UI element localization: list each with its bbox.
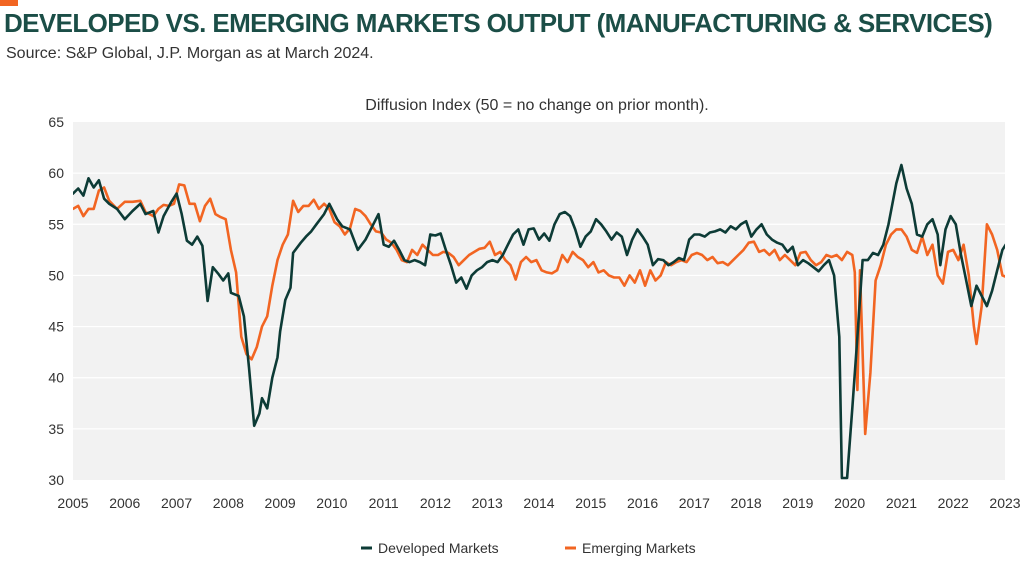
x-tick-label: 2015	[575, 495, 606, 511]
x-tick-label: 2006	[109, 495, 140, 511]
accent-bar	[0, 0, 18, 6]
y-tick-label: 35	[48, 421, 64, 437]
plot-area	[73, 122, 1005, 480]
x-tick-label: 2014	[523, 495, 554, 511]
series-layer	[73, 163, 1005, 480]
series-line-emerging-markets	[73, 183, 1005, 436]
x-tick-label: 2005	[57, 495, 88, 511]
legend-label: Emerging Markets	[582, 540, 696, 556]
x-tick-label: 2023	[989, 495, 1020, 511]
x-tick-label: 2010	[316, 495, 347, 511]
y-tick-label: 50	[48, 267, 64, 283]
y-tick-label: 55	[48, 216, 64, 232]
x-tick-label: 2022	[938, 495, 969, 511]
x-tick-label: 2011	[369, 495, 399, 511]
x-tick-label: 2016	[627, 495, 658, 511]
x-tick-label: 2012	[420, 495, 451, 511]
x-tick-label: 2020	[834, 495, 865, 511]
x-tick-label: 2008	[213, 495, 244, 511]
chart-subtitle: Diffusion Index (50 = no change on prior…	[365, 97, 708, 114]
legend-label: Developed Markets	[378, 540, 499, 556]
chart: Diffusion Index (50 = no change on prior…	[48, 97, 1020, 556]
x-tick-label: 2009	[265, 495, 296, 511]
series-line-developed-markets	[73, 163, 1005, 480]
y-tick-label: 30	[48, 472, 64, 488]
x-tick-label: 2021	[886, 495, 917, 511]
x-tick-label: 2018	[731, 495, 762, 511]
y-tick-label: 60	[48, 165, 64, 181]
y-axis: 30 35 40 45 50 55 60 65	[48, 114, 64, 488]
y-tick-label: 65	[48, 114, 64, 130]
x-axis: 2005 2006 2007 2008 2009 2010 2011 2012 2013 2014…	[57, 495, 1020, 511]
page-title: DEVELOPED VS. EMERGING MARKETS OUTPUT (M…	[4, 8, 993, 38]
x-tick-label: 2019	[782, 495, 813, 511]
y-tick-label: 45	[48, 319, 64, 335]
y-tick-label: 40	[48, 370, 64, 386]
legend: Developed Markets Emerging Markets	[361, 540, 696, 556]
x-tick-label: 2017	[679, 495, 710, 511]
x-tick-label: 2007	[161, 495, 192, 511]
source-note: Source: S&P Global, J.P. Morgan as at Ma…	[6, 45, 374, 62]
x-tick-label: 2013	[472, 495, 503, 511]
